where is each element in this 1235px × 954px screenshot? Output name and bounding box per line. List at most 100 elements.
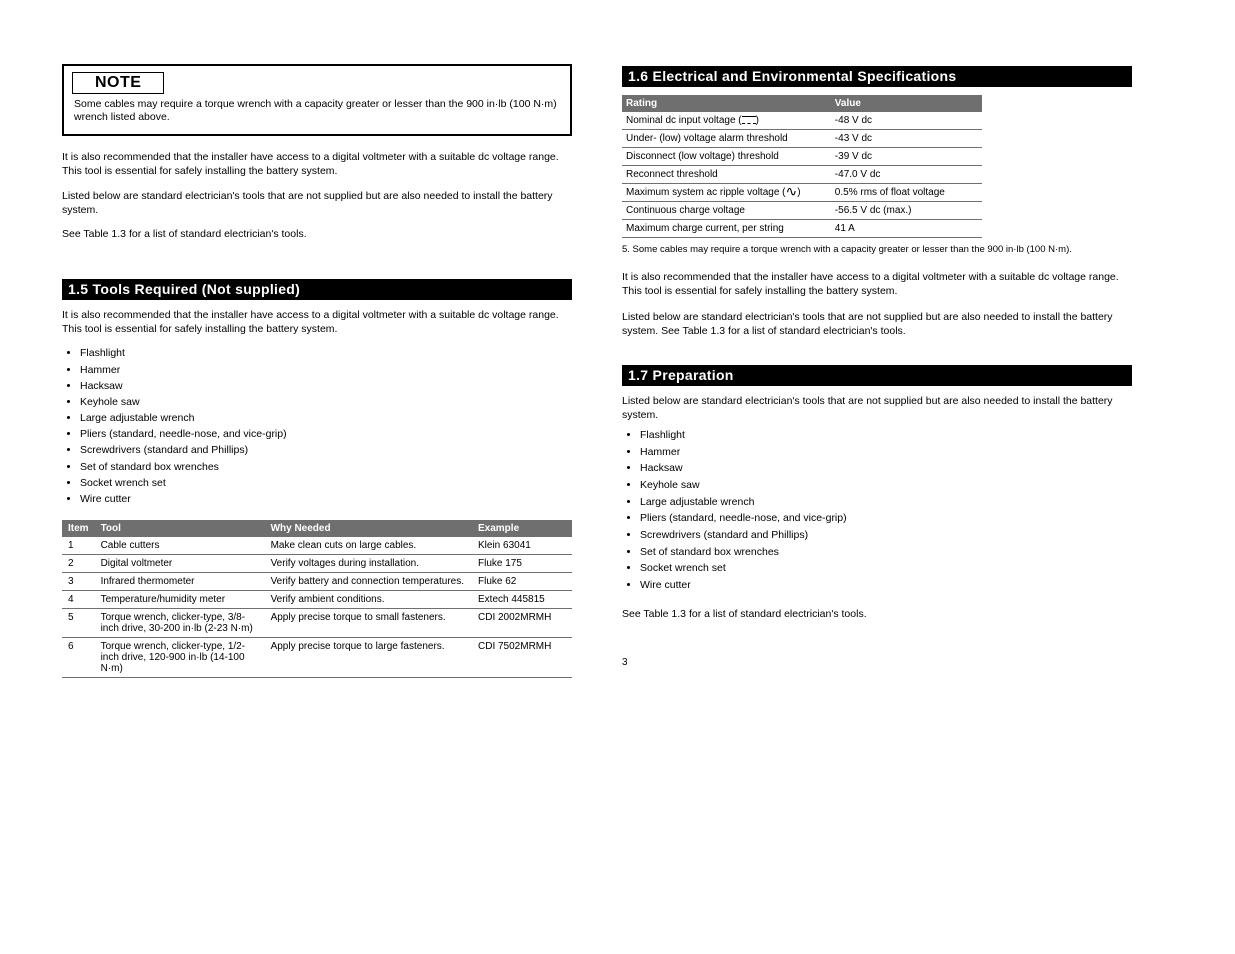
col-item: Item xyxy=(62,520,95,537)
col-example: Example xyxy=(472,520,572,537)
table-row: Under- (low) voltage alarm threshold-43 … xyxy=(622,130,982,148)
table-cell: Torque wrench, clicker-type, 1/2-inch dr… xyxy=(95,638,265,678)
tools-list-item: Hammer xyxy=(80,363,572,377)
prep-list-item: Wire cutter xyxy=(640,578,1132,593)
table-row: Maximum charge current, per string41 A xyxy=(622,220,982,238)
tools-list-item: Socket wrench set xyxy=(80,476,572,490)
section-title-prep: 1.7 Preparation xyxy=(622,365,1132,386)
tools-table: Item Tool Why Needed Example 1Cable cutt… xyxy=(62,520,572,678)
table-cell: Verify ambient conditions. xyxy=(265,591,472,609)
tools-list-item: Flashlight xyxy=(80,346,572,360)
table-row: Reconnect threshold-47.0 V dc xyxy=(622,166,982,184)
table-cell: Disconnect (low voltage) threshold xyxy=(622,148,831,166)
page-number: 3 xyxy=(622,657,1132,668)
table-cell: 3 xyxy=(62,573,95,591)
table-cell: 5 xyxy=(62,609,95,638)
table-row: 1Cable cuttersMake clean cuts on large c… xyxy=(62,537,572,555)
intro-paragraph-1: It is also recommended that the installe… xyxy=(62,150,572,178)
table-cell: -56.5 V dc (max.) xyxy=(831,202,982,220)
table-cell: Under- (low) voltage alarm threshold xyxy=(622,130,831,148)
table-cell: 2 xyxy=(62,555,95,573)
left-column: NOTE Some cables may require a torque wr… xyxy=(62,64,572,684)
table-cell: Reconnect threshold xyxy=(622,166,831,184)
tools-list-item: Pliers (standard, needle-nose, and vice-… xyxy=(80,427,572,441)
table-cell: Extech 445815 xyxy=(472,591,572,609)
tools-list-item: Wire cutter xyxy=(80,492,572,506)
intro-paragraph-ref: See Table 1.3 for a list of standard ele… xyxy=(62,227,572,241)
col-rating: Rating xyxy=(622,95,831,112)
table-cell: 6 xyxy=(62,638,95,678)
spec-table: Rating Value Nominal dc input voltage ()… xyxy=(622,95,982,238)
table-cell: Fluke 175 xyxy=(472,555,572,573)
section-title-specs: 1.6 Electrical and Environmental Specifi… xyxy=(622,66,1132,87)
dc-symbol-icon xyxy=(742,116,756,124)
table-cell: Maximum charge current, per string xyxy=(622,220,831,238)
tools-list-item: Screwdrivers (standard and Phillips) xyxy=(80,443,572,457)
table-cell: -48 V dc xyxy=(831,112,982,130)
intro-paragraph-2: Listed below are standard electrician's … xyxy=(62,189,572,217)
table-cell: Verify battery and connection temperatur… xyxy=(265,573,472,591)
prep-list: Flashlight HammerHacksaw Keyhole saw Large … xyxy=(640,428,1132,593)
table-row: Continuous charge voltage-56.5 V dc (max… xyxy=(622,202,982,220)
spec-para-1: It is also recommended that the installe… xyxy=(622,270,1132,298)
table-tools: Item Tool Why Needed Example 1Cable cutt… xyxy=(62,520,572,678)
table-row: 3Infrared thermometerVerify battery and … xyxy=(62,573,572,591)
tools-intro: It is also recommended that the installe… xyxy=(62,308,572,336)
table-row: Maximum system ac ripple voltage (∿)0.5%… xyxy=(622,184,982,202)
table-cell: Torque wrench, clicker-type, 3/8-inch dr… xyxy=(95,609,265,638)
prep-list-item: Hammer xyxy=(640,445,1132,460)
page: NOTE Some cables may require a torque wr… xyxy=(0,0,1235,704)
right-column: 1.6 Electrical and Environmental Specifi… xyxy=(622,64,1132,684)
table-cell: -47.0 V dc xyxy=(831,166,982,184)
table-cell: Maximum system ac ripple voltage (∿) xyxy=(622,184,831,202)
prep-list-item: Screwdrivers (standard and Phillips) xyxy=(640,528,1132,543)
table-cell: CDI 2002MRMH xyxy=(472,609,572,638)
tools-list: FlashlightHammerHacksawKeyhole sawLarge … xyxy=(80,346,572,506)
tools-list-item: Set of standard box wrenches xyxy=(80,460,572,474)
table-cell: Apply precise torque to large fasteners. xyxy=(265,638,472,678)
table-cell: Temperature/humidity meter xyxy=(95,591,265,609)
prep-list-item: Keyhole saw xyxy=(640,478,1132,493)
prep-list-item: Pliers (standard, needle-nose, and vice-… xyxy=(640,511,1132,526)
spec-table-wrap: Rating Value Nominal dc input voltage ()… xyxy=(622,95,982,238)
table-cell: -43 V dc xyxy=(831,130,982,148)
note-callout: NOTE Some cables may require a torque wr… xyxy=(62,64,572,136)
table-cell: Infrared thermometer xyxy=(95,573,265,591)
table-cell: Make clean cuts on large cables. xyxy=(265,537,472,555)
table-cell: Verify voltages during installation. xyxy=(265,555,472,573)
table-cell: 1 xyxy=(62,537,95,555)
prep-list-item: Set of standard box wrenches xyxy=(640,545,1132,560)
table-row: 6Torque wrench, clicker-type, 1/2-inch d… xyxy=(62,638,572,678)
note-label: NOTE xyxy=(72,72,164,94)
tools-list-item: Keyhole saw xyxy=(80,395,572,409)
table-cell: Digital voltmeter xyxy=(95,555,265,573)
table-row: 5Torque wrench, clicker-type, 3/8-inch d… xyxy=(62,609,572,638)
table-cell: -39 V dc xyxy=(831,148,982,166)
prep-list-item: Large adjustable wrench xyxy=(640,495,1132,510)
table-row: 2Digital voltmeterVerify voltages during… xyxy=(62,555,572,573)
prep-list-item: Flashlight xyxy=(640,428,1132,443)
prep-list-item: Hacksaw xyxy=(640,461,1132,476)
table-cell: Continuous charge voltage xyxy=(622,202,831,220)
table-cell: CDI 7502MRMH xyxy=(472,638,572,678)
table-cell: Klein 63041 xyxy=(472,537,572,555)
prep-para: See Table 1.3 for a list of standard ele… xyxy=(622,607,1132,621)
prep-intro: Listed below are standard electrician's … xyxy=(622,394,1132,422)
table-cell: 41 A xyxy=(831,220,982,238)
col-tool: Tool xyxy=(95,520,265,537)
table-cell: Cable cutters xyxy=(95,537,265,555)
spec-para-2: Listed below are standard electrician's … xyxy=(622,310,1132,338)
prep-list-item: Socket wrench set xyxy=(640,561,1132,576)
table-row: Disconnect (low voltage) threshold-39 V … xyxy=(622,148,982,166)
table-cell: Fluke 62 xyxy=(472,573,572,591)
table-cell: Nominal dc input voltage () xyxy=(622,112,831,130)
col-value: Value xyxy=(831,95,982,112)
spec-footnote: 5. Some cables may require a torque wren… xyxy=(622,244,1132,256)
tools-list-item: Large adjustable wrench xyxy=(80,411,572,425)
col-why: Why Needed xyxy=(265,520,472,537)
table-cell: 4 xyxy=(62,591,95,609)
table-row: 4Temperature/humidity meterVerify ambien… xyxy=(62,591,572,609)
table-row: Nominal dc input voltage ()-48 V dc xyxy=(622,112,982,130)
table-cell: 0.5% rms of float voltage xyxy=(831,184,982,202)
section-title-tools: 1.5 Tools Required (Not supplied) xyxy=(62,279,572,300)
